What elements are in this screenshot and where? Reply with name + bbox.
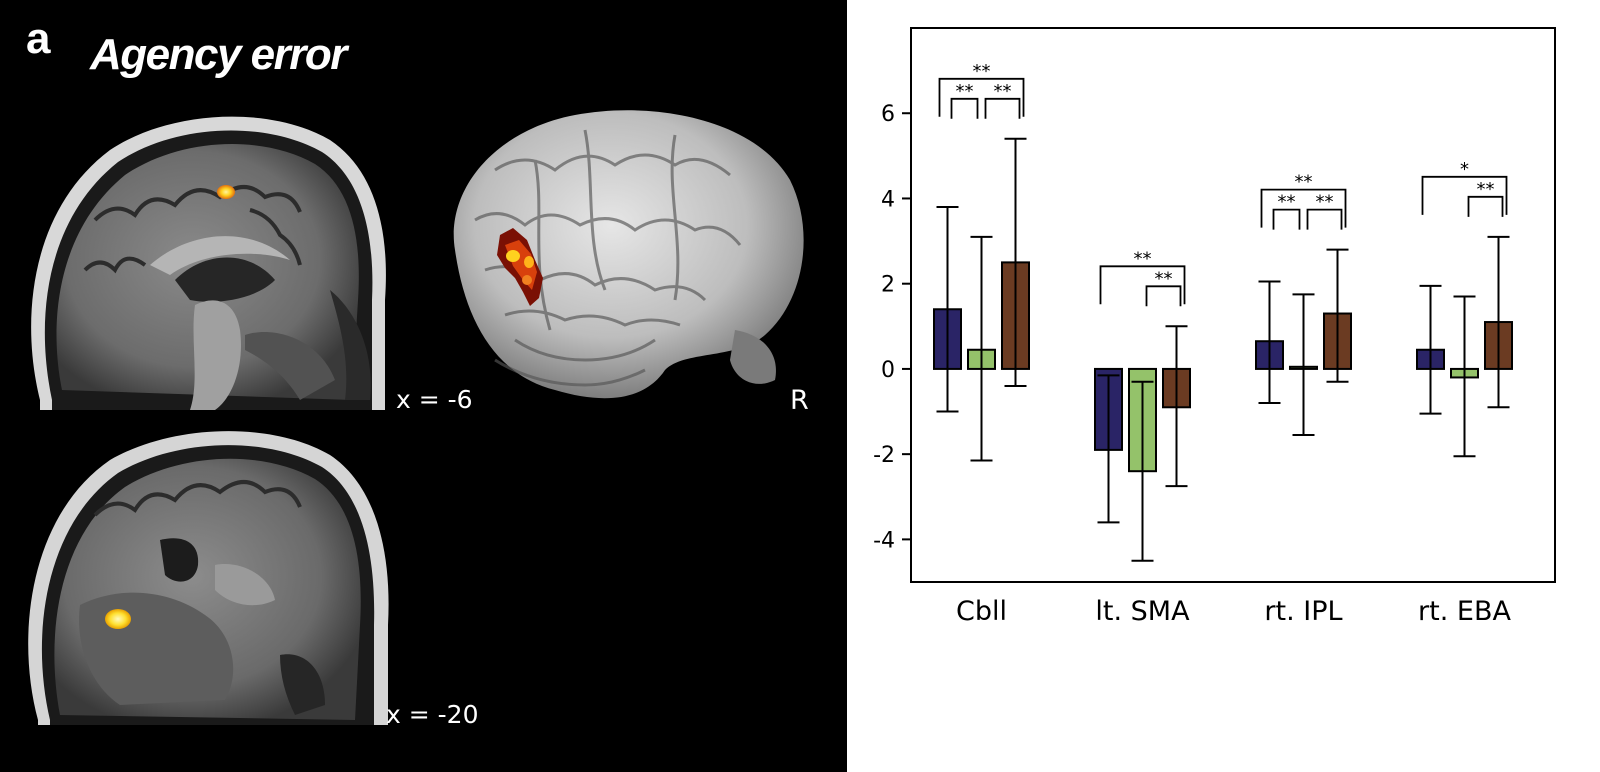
x-tick-label: lt. SMA	[1095, 596, 1190, 627]
rendered-brain-surface	[453, 110, 804, 399]
significance-bracket	[1421, 175, 1508, 215]
significance-bracket	[984, 97, 1021, 119]
hemisphere-label: R	[790, 385, 809, 416]
sagittal-slice-top	[0, 100, 400, 410]
x-tick-label: Cbll	[956, 596, 1007, 627]
panel-letter: a	[26, 14, 51, 63]
significance-label: **	[1477, 179, 1495, 200]
significance-label: **	[1278, 192, 1296, 213]
significance-label: **	[1134, 248, 1152, 269]
significance-bracket	[1145, 285, 1182, 307]
significance-bracket	[1260, 188, 1347, 228]
x-tick-label: rt. IPL	[1264, 596, 1342, 627]
significance-label: **	[994, 81, 1012, 102]
y-tick-label: 2	[881, 273, 895, 298]
significance-bracket	[1272, 208, 1301, 230]
plot-frame	[910, 27, 1556, 583]
y-tick-label: -2	[873, 443, 895, 468]
slice-label-top: x = -6	[396, 385, 473, 414]
significance-bracket	[1467, 195, 1504, 217]
significance-label: **	[1155, 268, 1173, 289]
y-tick-label: -4	[873, 528, 895, 553]
significance-label: **	[973, 61, 991, 82]
significance-bracket	[1306, 208, 1343, 230]
sagittal-slice-bottom	[0, 425, 400, 725]
significance-label: **	[956, 81, 974, 102]
significance-bracket	[950, 97, 979, 119]
brain-images-panel: a Agency error x = -6	[0, 0, 847, 772]
slice-label-bottom: x = -20	[386, 700, 479, 729]
y-tick-label: 4	[881, 187, 895, 212]
y-tick-label: 0	[881, 358, 895, 383]
significance-label: *	[1460, 159, 1469, 180]
bar-chart-panel: -4 -2 0 2 4 6 Cbll lt. SMA rt. IPL rt. EBA ** ** ** *…	[847, 0, 1600, 772]
x-tick-label: rt. EBA	[1418, 596, 1511, 627]
y-tick-label: 6	[881, 102, 895, 127]
significance-bracket	[1099, 265, 1186, 305]
significance-label: **	[1295, 172, 1313, 193]
panel-title: Agency error	[90, 30, 347, 79]
significance-label: **	[1316, 192, 1334, 213]
significance-bracket	[938, 77, 1025, 117]
